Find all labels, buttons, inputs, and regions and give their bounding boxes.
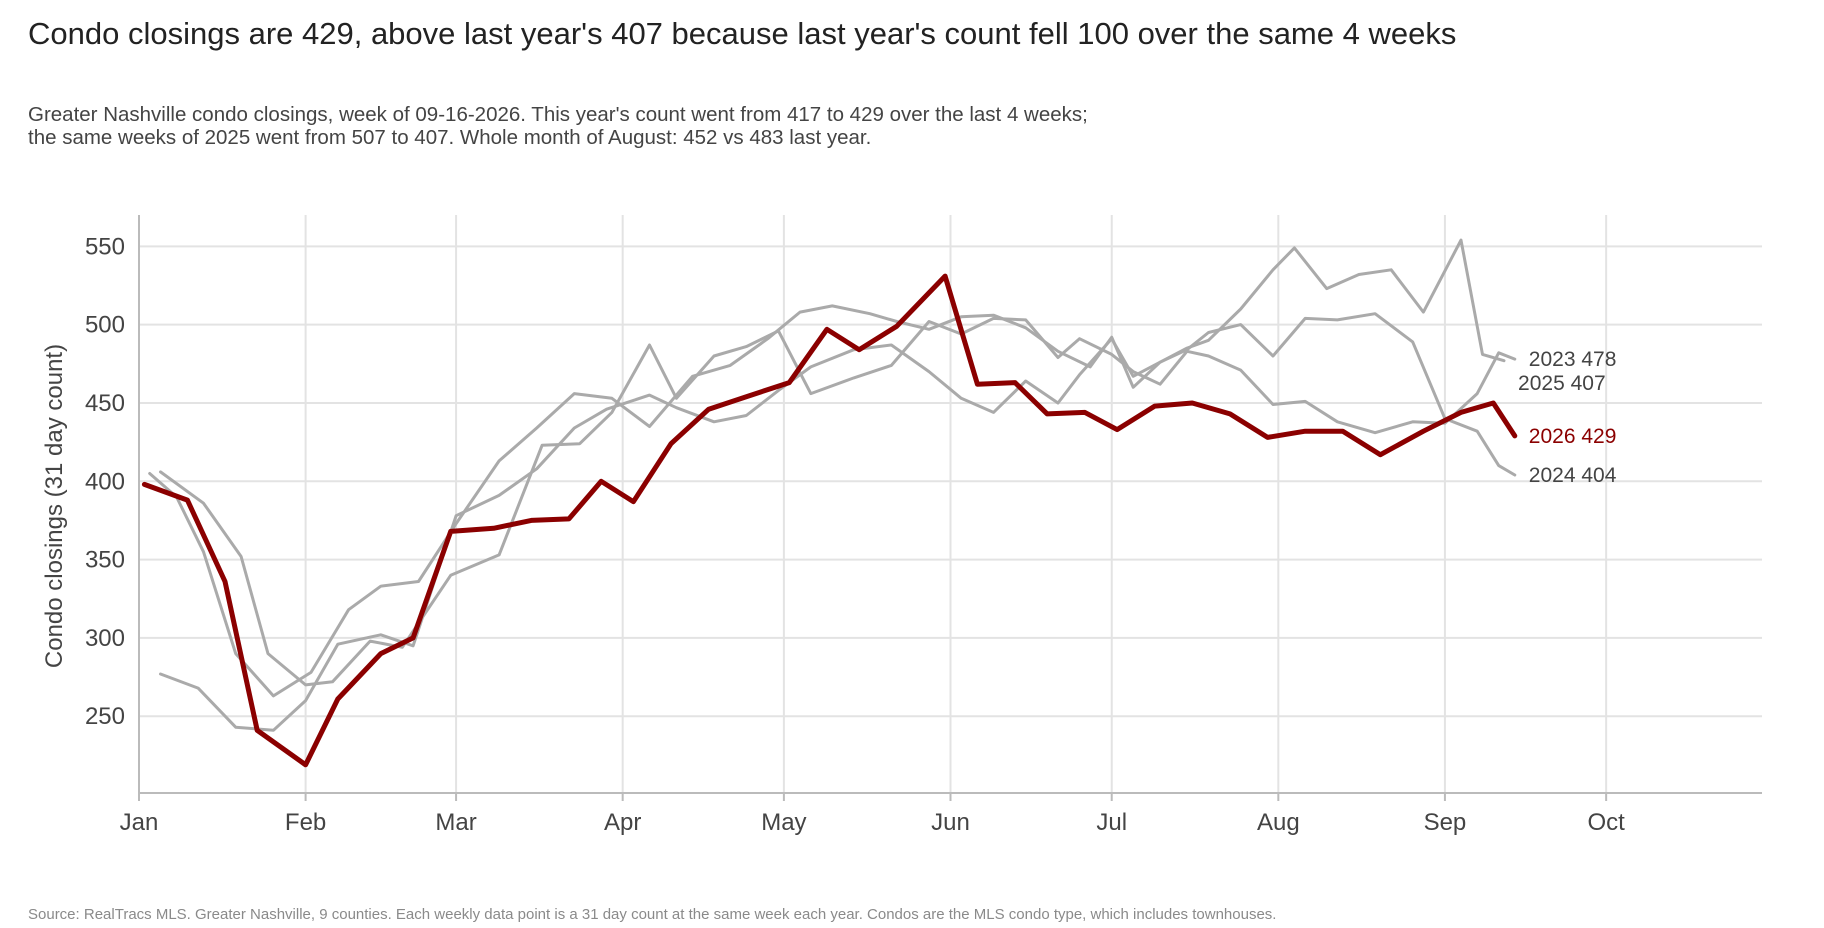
subtitle-line-1: Greater Nashville condo closings, week o…: [28, 103, 1088, 126]
series-line-2023: [159, 316, 1517, 687]
end-label-2025: 2025 407: [1518, 372, 1606, 395]
x-tick-label: Jul: [1096, 809, 1127, 836]
y-axis-label: Condo closings (31 day count): [41, 344, 68, 668]
line-chart: 250 300 350 400 450 500 550 Jan Feb Mar Apr May Jun J…: [41, 215, 1762, 836]
end-label-2026: 2026 429: [1529, 425, 1617, 448]
subtitle-line-2: the same weeks of 2025 went from 507 to …: [28, 126, 872, 149]
chart-title: Condo closings are 429, above last year'…: [28, 16, 1457, 51]
x-tick-label: Jan: [120, 809, 159, 836]
source-note: Source: RealTracs MLS. Greater Nashville…: [28, 906, 1277, 923]
y-tick-label: 450: [85, 390, 125, 417]
axes: 250 300 350 400 450 500 550 Jan Feb Mar Apr May Jun J…: [85, 215, 1762, 836]
series-line-2025: [148, 238, 1506, 698]
x-tick-label: Mar: [435, 809, 476, 836]
y-tick-label: 400: [85, 468, 125, 495]
x-tick-label: Oct: [1587, 809, 1625, 836]
y-tick-label: 250: [85, 703, 125, 730]
x-tick-label: Apr: [604, 809, 641, 836]
x-tick-label: Sep: [1424, 809, 1467, 836]
end-label-2024: 2024 404: [1529, 464, 1617, 487]
end-label-2023: 2023 478: [1529, 348, 1617, 371]
y-tick-label: 550: [85, 233, 125, 260]
series-line-2026: [141, 273, 1518, 768]
y-tick-label: 500: [85, 312, 125, 339]
series-lines: [141, 238, 1518, 768]
x-tick-label: Jun: [931, 809, 970, 836]
y-tick-label: 350: [85, 547, 125, 574]
chart-subtitle: Greater Nashville condo closings, week o…: [28, 103, 1088, 149]
x-tick-label: May: [761, 809, 806, 836]
x-tick-label: Aug: [1257, 809, 1300, 836]
y-tick-label: 300: [85, 625, 125, 652]
x-tick-label: Feb: [285, 809, 326, 836]
series-line-2024: [159, 312, 1517, 732]
